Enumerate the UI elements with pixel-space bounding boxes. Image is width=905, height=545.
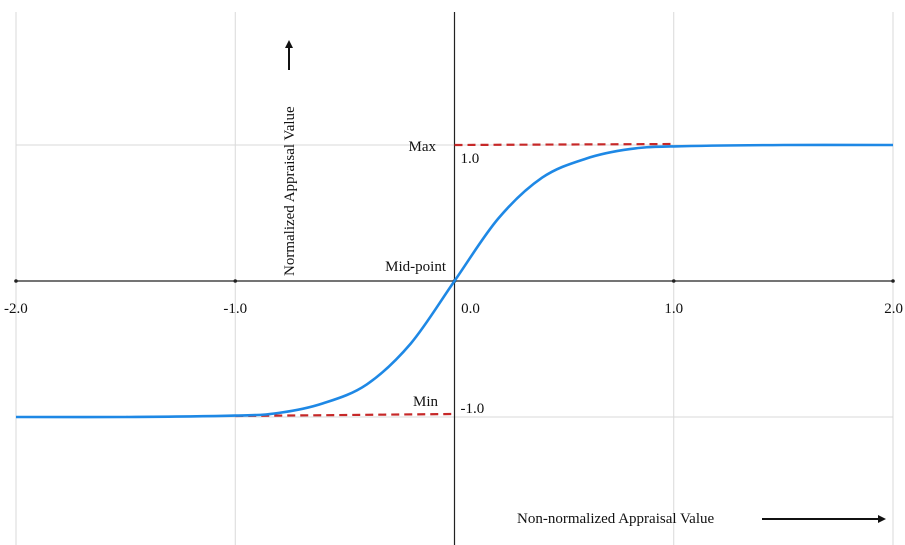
tick-labels: -2.0 -1.0 0.0 1.0 2.0 1.0 -1.0 [4,151,903,417]
x-tick-mark [233,279,238,283]
max-reference-line [454,142,674,147]
sigmoid-curve [15,143,894,419]
y-tick-label: 1.0 [461,151,480,167]
max-label: Max [409,139,437,155]
mid-point-label: Mid-point [385,259,447,275]
axes [14,12,895,545]
x-tick-mark [14,279,18,283]
x-tick-label: 0.0 [461,301,480,317]
x-tick-mark [671,279,676,283]
x-tick-label: -1.0 [223,301,247,317]
reference-lines [235,142,674,418]
x-tick-label: 2.0 [884,301,903,317]
y-tick-label: -1.0 [461,401,485,417]
x-tick-label: -2.0 [4,301,28,317]
x-tick-mark [891,279,895,283]
x-axis-label: Non-normalized Appraisal Value [517,511,715,527]
min-label: Min [413,394,439,410]
min-reference-line [235,412,455,418]
y-axis-label: Normalized Appraisal Value [282,106,298,276]
curve-layer [15,143,894,419]
x-tick-label: 1.0 [664,301,683,317]
